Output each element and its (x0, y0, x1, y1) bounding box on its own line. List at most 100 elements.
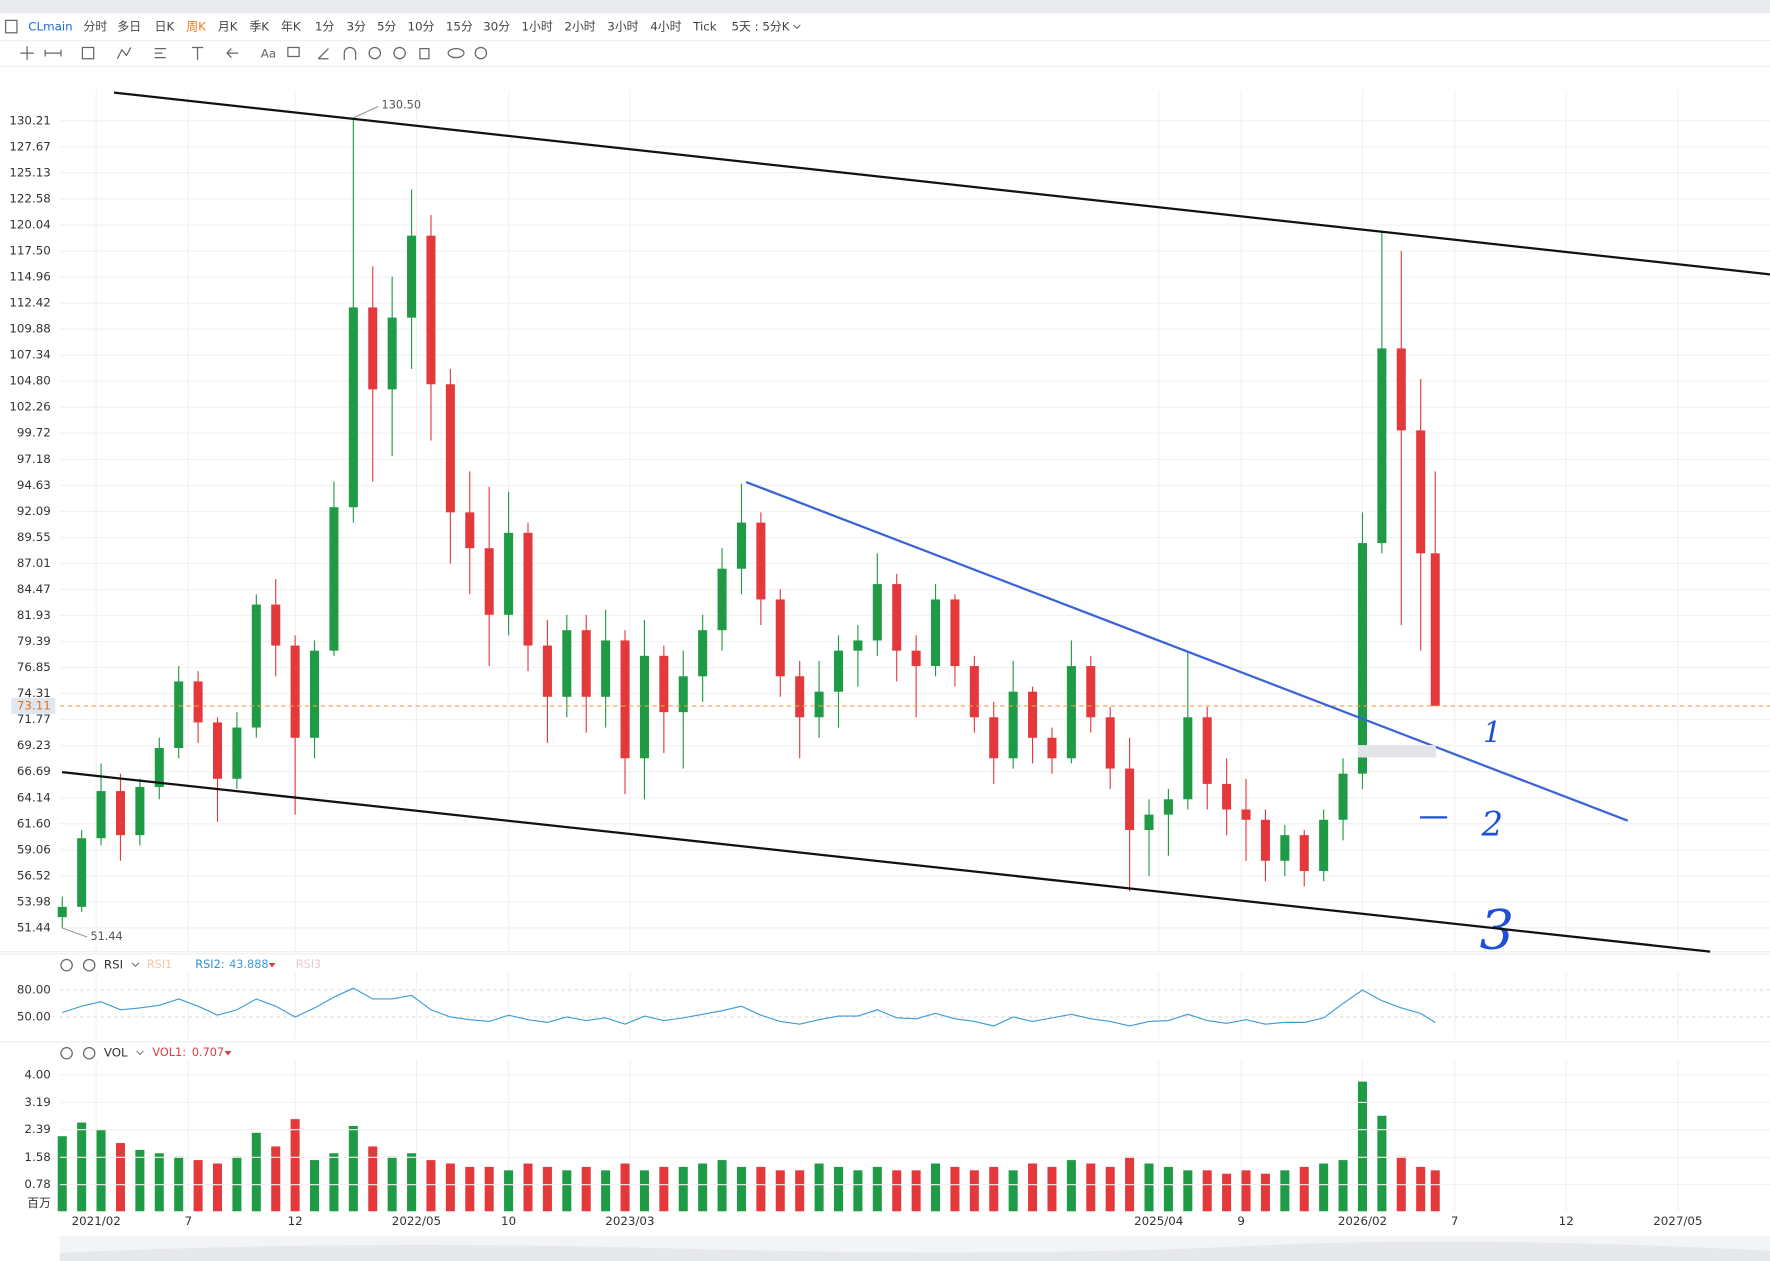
period-tab[interactable]: 30分 (483, 20, 510, 34)
y-tick-label: 127.67 (9, 139, 50, 153)
candle-body (465, 512, 475, 549)
period-tab[interactable]: 多日 (117, 20, 141, 34)
candle-body (562, 630, 572, 697)
candle-body (387, 317, 397, 390)
lock-tool[interactable] (368, 46, 382, 60)
symbol[interactable]: CLmain (28, 20, 72, 34)
measure-tool[interactable] (44, 49, 62, 57)
vol-trend (224, 1050, 232, 1056)
y-tick-label: 4.00 (24, 1067, 50, 1081)
candle-body (115, 791, 125, 836)
candle-body (756, 522, 766, 600)
magnet-tool[interactable] (343, 46, 357, 60)
period-tab[interactable]: 1分 (315, 20, 335, 34)
angle-tool[interactable] (317, 48, 329, 60)
y-tick-label: 117.50 (9, 244, 50, 258)
rsi-settings[interactable] (60, 958, 73, 972)
candle-body (872, 584, 882, 641)
candle-body (1319, 819, 1329, 872)
vol-close[interactable] (82, 1046, 96, 1060)
volume-bar (1377, 1115, 1387, 1212)
volume-bar (445, 1163, 455, 1212)
volume-bar (232, 1156, 242, 1212)
annotation-label: 130.50 (382, 98, 421, 111)
period-tab[interactable]: 10分 (408, 20, 435, 34)
volume-bar (1047, 1166, 1057, 1212)
period-tab[interactable]: 年K (281, 20, 302, 34)
volume-bar (659, 1166, 669, 1212)
settings-tool[interactable] (474, 46, 488, 60)
candle-body (1047, 737, 1057, 759)
y-tick-label: 1.58 (24, 1150, 50, 1164)
candle-body (853, 640, 863, 651)
hide-tool[interactable] (393, 46, 406, 60)
annotation-leader (62, 927, 88, 938)
candle-body (484, 548, 494, 615)
note-tool[interactable] (287, 46, 300, 58)
font-tool[interactable]: Aa (261, 47, 276, 61)
volume-bar (950, 1166, 960, 1212)
period-tab[interactable]: 月K (218, 20, 239, 34)
period-tab[interactable]: 5天 : 5分K (731, 20, 790, 34)
candle-body (212, 722, 223, 779)
pattern-tool[interactable] (116, 47, 132, 60)
arrow-tool[interactable] (226, 48, 239, 59)
text-tool[interactable] (191, 46, 204, 60)
y-tick-label: 102.26 (9, 400, 50, 414)
rect-tool[interactable] (81, 46, 95, 60)
fib-tool[interactable] (154, 47, 166, 59)
candle-body (1299, 835, 1309, 872)
volume-bar (387, 1156, 397, 1212)
period-tab[interactable]: 2小时 (564, 20, 595, 34)
candle-body (911, 650, 921, 667)
volume-bar (1241, 1170, 1251, 1212)
candle-body (348, 307, 358, 508)
period-tab[interactable]: 分时 (84, 20, 108, 34)
sync-tool[interactable] (447, 47, 465, 59)
candle-body (892, 584, 902, 651)
y-tick-label: 94.63 (17, 478, 51, 492)
period-tab[interactable]: 3小时 (607, 20, 638, 34)
period-tab[interactable]: 5分 (377, 20, 397, 34)
period-tab[interactable]: 3分 (347, 20, 367, 34)
rsi-close[interactable] (82, 958, 96, 972)
volume-bar (484, 1166, 494, 1212)
volume-bar (601, 1170, 611, 1212)
navigator-shape (59, 1241, 1770, 1261)
x-tick-label: 2023/03 (605, 1214, 654, 1228)
volume-bar (504, 1170, 514, 1212)
vol-settings[interactable] (60, 1046, 73, 1060)
handwritten-note: 2 (1481, 804, 1504, 843)
candle-body (1222, 783, 1232, 810)
volume-bar (1144, 1163, 1154, 1212)
y-tick-label: 87.01 (17, 556, 51, 570)
move-tool[interactable] (20, 46, 34, 60)
candle-body (1430, 553, 1440, 706)
volume-bar (77, 1122, 87, 1212)
rsi-legend: RSI3 (296, 958, 321, 971)
candle-body (426, 235, 436, 385)
volume-bar (795, 1170, 805, 1212)
y-tick-label: 56.52 (17, 868, 51, 882)
volume-bar (154, 1153, 164, 1212)
y-tick-label: 3.19 (24, 1095, 50, 1109)
volume-bar (271, 1146, 281, 1212)
period-tab[interactable]: 季K (249, 20, 270, 34)
y-tick-label: 122.58 (9, 191, 50, 205)
last-price-label: 73.11 (17, 698, 51, 712)
volume-bar (1357, 1081, 1367, 1212)
period-tab[interactable]: 4小时 (650, 20, 681, 34)
candle-body (620, 640, 630, 759)
sidebar-icon[interactable] (5, 19, 18, 34)
y-tick-label: 125.13 (9, 165, 50, 179)
period-tab[interactable]: 日K (155, 20, 176, 34)
delete-tool[interactable] (419, 47, 430, 60)
period-tab[interactable]: 15分 (446, 20, 473, 34)
period-tab[interactable]: 1小时 (522, 20, 553, 34)
candle-body (1338, 773, 1348, 820)
candle-body (795, 676, 805, 718)
period-tab[interactable]: 周K (186, 20, 207, 34)
volume-bar (368, 1146, 378, 1212)
candle-body (1144, 814, 1154, 831)
period-tab[interactable]: Tick (692, 20, 717, 34)
